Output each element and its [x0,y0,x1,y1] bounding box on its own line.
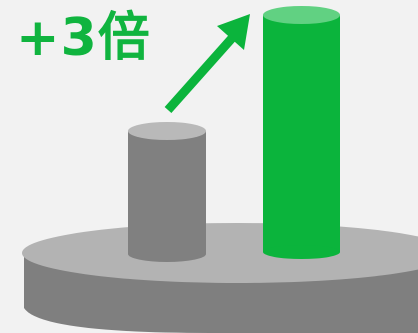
cylinder-after-body [263,15,340,252]
cylinder-before-bottom [128,246,206,262]
cylinder-before [128,122,206,262]
cylinder-before-body [128,131,206,254]
cylinder-before-top [128,122,206,140]
arrow-up-right-icon [164,14,250,113]
platform [22,223,418,333]
growth-label: +3倍 [16,8,151,68]
cylinder-after-bottom [263,245,340,259]
cylinder-after-top [263,6,340,24]
cylinder-after [263,6,340,259]
